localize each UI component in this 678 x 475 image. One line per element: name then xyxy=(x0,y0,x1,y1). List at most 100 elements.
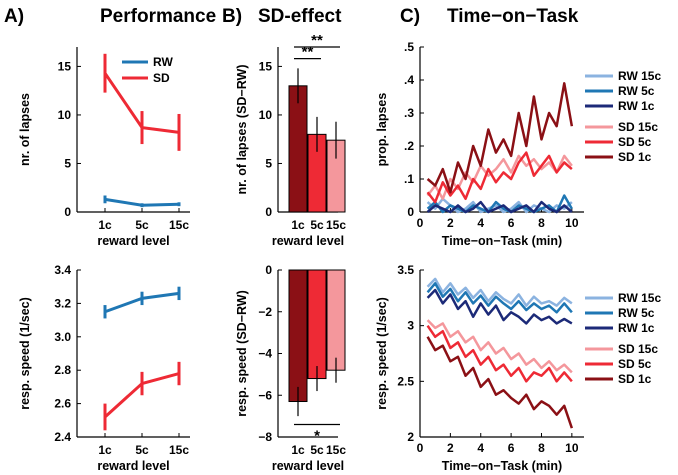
C-bottom-xtick-label: 2 xyxy=(447,441,454,455)
C-top-ytick-label: .1 xyxy=(404,172,414,186)
B-bottom-ytick-label: 0 xyxy=(265,263,272,277)
C-top-ytick-label: .5 xyxy=(404,40,414,54)
B-top-sig-label: ** xyxy=(302,44,314,61)
A-bottom-ytick-label: 2.4 xyxy=(54,430,71,444)
B-bottom-ytick-label: −8 xyxy=(258,430,272,444)
B-bottom-bar-5c xyxy=(307,269,327,380)
C-top-ytick-label: .2 xyxy=(404,139,414,153)
C-top-x-label: Time−on−Task (min) xyxy=(442,234,562,248)
A-top-xtick-label: 15c xyxy=(169,218,189,232)
B-top-x-label: reward level xyxy=(272,234,344,248)
C-top-legend-label-RW-5c: RW 5c xyxy=(618,84,655,98)
A-bottom-ytick-label: 2.8 xyxy=(54,363,71,377)
B-bottom-bar-1c xyxy=(288,269,308,403)
A-bottom-xtick-label: 15c xyxy=(169,443,189,457)
C-bottom-legend-label-SD-15c: SD 15c xyxy=(618,342,658,356)
C-bottom-y-label: resp. speed (1/sec) xyxy=(375,297,389,410)
B-bottom-xtick-label: 1c xyxy=(291,443,305,457)
C-bottom-xtick-label: 4 xyxy=(477,441,484,455)
C-top-xtick-label: 8 xyxy=(538,216,545,230)
A-bottom-x-label: reward level xyxy=(97,459,169,473)
B-bottom-x-label: reward level xyxy=(272,459,344,473)
C-top-ytick-label: .4 xyxy=(404,73,414,87)
B-bottom-sig-label: * xyxy=(314,427,320,444)
B-bottom-xtick-label: 5c xyxy=(310,443,324,457)
C-bottom-series-RW-5c xyxy=(426,282,573,314)
A-bottom-ytick-label: 2.6 xyxy=(54,397,71,411)
C-bottom-legend-label-SD-5c: SD 5c xyxy=(618,357,652,371)
B-top-panel-title: SD-effect xyxy=(258,6,342,27)
C-bottom-x-label: Time−on−Task (min) xyxy=(442,459,562,473)
A-top-legend-label-SD: SD xyxy=(153,71,170,85)
C-top-ytick-label: .3 xyxy=(404,106,414,120)
C-bottom-xtick-label: 0 xyxy=(417,441,424,455)
B-top-ytick-label: 15 xyxy=(259,59,273,73)
B-bottom-xtick-label: 15c xyxy=(326,443,346,457)
C-top-legend-label-RW-15c: RW 15c xyxy=(618,69,661,83)
C-top-xtick-label: 2 xyxy=(447,216,454,230)
C-bottom-legend-label-RW-15c: RW 15c xyxy=(618,291,661,305)
B-top-panel-letter: B) xyxy=(222,6,242,27)
B-bottom-bar-15c xyxy=(326,269,346,371)
B-top-xtick-label: 1c xyxy=(291,218,305,232)
C-bottom-xtick-label: 8 xyxy=(538,441,545,455)
C-top-series-RW-1c xyxy=(426,200,573,214)
C-top-legend-label-RW-1c: RW 1c xyxy=(618,99,655,113)
B-top-ytick-label: 5 xyxy=(265,156,272,170)
C-bottom-series-RW-1c xyxy=(426,288,573,325)
B-top-bar-1c xyxy=(288,85,308,213)
C-top-y-label: prop. lapses xyxy=(375,93,389,167)
C-bottom-legend-label-SD-1c: SD 1c xyxy=(618,372,652,386)
C-top-xtick-label: 10 xyxy=(565,216,579,230)
A-bottom-xtick-label: 5c xyxy=(135,443,149,457)
C-top-legend-label-SD-1c: SD 1c xyxy=(618,150,652,164)
C-bottom-series-SD-1c xyxy=(426,336,574,429)
C-top-xtick-label: 4 xyxy=(477,216,484,230)
C-top-xtick-label: 0 xyxy=(417,216,424,230)
C-bottom-xtick-label: 6 xyxy=(508,441,515,455)
C-bottom-xtick-label: 10 xyxy=(565,441,579,455)
C-top-xtick-label: 6 xyxy=(508,216,515,230)
C-bottom-series-SD-15c xyxy=(426,319,573,374)
C-top-series-SD-5c xyxy=(426,151,573,204)
B-top-xtick-label: 15c xyxy=(326,218,346,232)
A-top-ytick-label: 10 xyxy=(58,108,72,122)
A-top-xtick-label: 1c xyxy=(98,218,112,232)
C-bottom-ytick-label: 2 xyxy=(407,430,414,444)
C-bottom-ytick-label: 3.5 xyxy=(397,263,414,277)
A-top-xtick-label: 5c xyxy=(135,218,149,232)
B-bottom-ytick-label: −6 xyxy=(258,388,272,402)
B-top-ytick-label: 10 xyxy=(259,108,273,122)
A-top-panel-title: Performance xyxy=(100,6,216,27)
A-top-legend-label-RW: RW xyxy=(153,55,173,69)
A-bottom-ytick-label: 3.0 xyxy=(54,330,71,344)
B-top-ytick-label: 0 xyxy=(265,205,272,219)
A-bottom-ytick-label: 3.4 xyxy=(54,263,71,277)
C-top-legend-label-SD-5c: SD 5c xyxy=(618,135,652,149)
C-bottom-ytick-label: 2.5 xyxy=(397,374,414,388)
C-top-series-SD-1c xyxy=(426,82,574,194)
A-top-ytick-label: 15 xyxy=(58,59,72,73)
B-top-xtick-label: 5c xyxy=(310,218,324,232)
A-bottom-ytick-label: 3.2 xyxy=(54,296,71,310)
B-bottom-y-label: resp. speed (SD−RW) xyxy=(235,290,249,417)
A-top-y-label: nr. of lapses xyxy=(18,93,32,166)
C-top-series-SD-15c xyxy=(426,154,573,201)
B-bottom-ytick-label: −4 xyxy=(258,347,272,361)
C-top-ytick-label: 0 xyxy=(407,205,414,219)
C-bottom-ytick-label: 3 xyxy=(407,319,414,333)
A-top-ytick-label: 5 xyxy=(64,156,71,170)
C-bottom-series-SD-5c xyxy=(426,324,573,383)
B-top-y-label: nr. of lapses (SD−RW) xyxy=(235,64,249,194)
B-bottom-ytick-label: −2 xyxy=(258,305,272,319)
C-bottom-legend-label-RW-1c: RW 1c xyxy=(618,321,655,335)
A-top-ytick-label: 0 xyxy=(64,205,71,219)
C-bottom-series-RW-15c xyxy=(426,277,573,307)
A-bottom-y-label: resp. speed (1/sec) xyxy=(18,297,32,410)
B-top-sig-label: ** xyxy=(311,32,323,49)
C-bottom-legend-label-RW-5c: RW 5c xyxy=(618,306,655,320)
A-top-panel-letter: A) xyxy=(4,6,24,27)
C-top-panel-letter: C) xyxy=(400,6,420,27)
C-top-panel-title: Time−on−Task xyxy=(447,6,579,27)
